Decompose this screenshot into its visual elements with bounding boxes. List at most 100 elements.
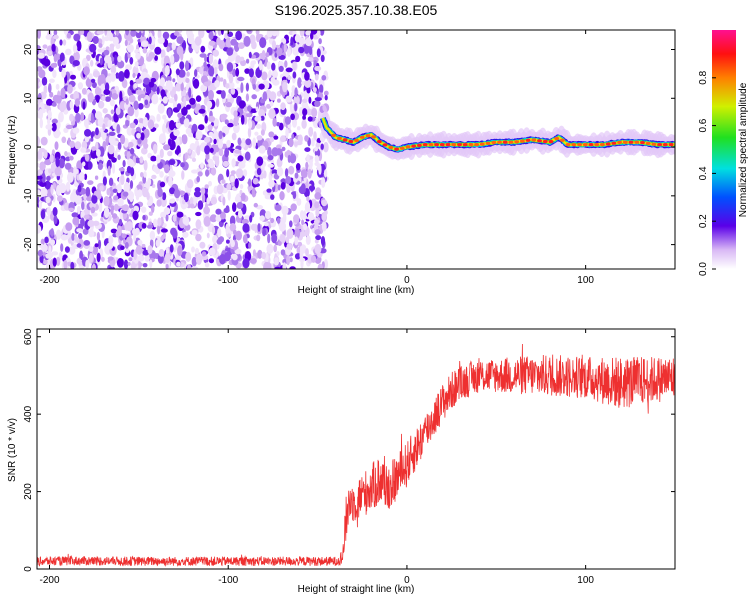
noise-speckle [147,119,155,130]
noise-speckle [116,123,121,134]
noise-speckle [259,37,267,49]
noise-speckle [267,146,272,157]
noise-speckle [297,134,303,144]
y-tick-label: 400 [23,405,34,422]
noise-speckle [321,199,328,207]
noise-speckle [159,171,164,178]
noise-speckle [237,155,244,162]
noise-speckle [191,169,199,174]
noise-speckle [272,117,277,127]
noise-speckle [292,44,300,56]
noise-speckle [276,166,284,177]
noise-speckle [133,205,140,213]
snr-panel: -200 -100 0 100 0 200 400 600 Height of straigh… [7,328,676,595]
noise-speckle [174,93,178,102]
noise-speckle [278,54,286,60]
noise-speckle [200,84,208,93]
noise-speckle [252,249,256,257]
noise-speckle [90,137,94,142]
noise-speckle [83,66,90,76]
noise-speckle [218,63,224,72]
noise-speckle [225,83,230,89]
noise-speckle [86,31,93,42]
colorbar-label: Normalized spectral amplitude [738,82,749,217]
noise-speckle [159,181,166,188]
noise-speckle [107,119,112,128]
noise-speckle [126,151,131,161]
x-tick-label: 0 [404,275,410,286]
noise-speckle [41,76,48,86]
noise-speckle [165,80,173,91]
noise-speckle [215,208,222,215]
noise-speckle [190,266,199,269]
noise-speckle [142,214,146,221]
noise-speckle [42,44,48,49]
noise-speckle [176,36,184,44]
noise-speckle [148,81,155,88]
noise-speckle [273,135,279,140]
noise-speckle [144,99,149,106]
noise-speckle [168,138,172,146]
trace-peak [451,143,457,147]
noise-speckle [80,217,85,227]
noise-speckle [189,97,196,105]
noise-speckle [164,252,171,263]
snr-series-line [37,343,675,567]
noise-speckle [125,119,130,127]
noise-speckle [230,87,236,95]
noise-speckle [125,64,132,71]
noise-speckle [266,243,274,254]
noise-speckle [38,200,42,210]
noise-speckle [65,181,71,192]
noise-speckle [189,57,194,66]
noise-speckle [96,192,102,200]
noise-speckle [44,236,49,244]
noise-speckle [94,86,102,97]
noise-speckle [304,78,312,88]
noise-speckle [262,190,268,196]
noise-speckle [282,81,288,93]
noise-speckle [286,228,294,239]
noise-speckle [39,118,43,129]
noise-speckle [194,247,200,255]
noise-speckle [285,127,289,139]
noise-speckle [111,156,117,163]
noise-speckle [289,220,293,228]
noise-speckle [260,98,266,104]
noise-speckle [258,109,265,118]
noise-speckle [201,251,207,257]
noise-speckle [242,223,250,233]
noise-speckle [316,48,321,58]
noise-speckle [280,135,286,143]
noise-speckle [51,118,58,124]
noise-speckle [237,137,242,146]
trace-peak [651,142,657,146]
noise-speckle [126,165,132,174]
noise-speckle [92,220,100,226]
noise-speckle [251,187,256,198]
noise-speckle [199,241,206,249]
noise-speckle [321,177,326,188]
noise-speckle [181,170,185,180]
noise-speckle [297,77,302,89]
noise-speckle [168,120,175,131]
noise-speckle [226,239,230,244]
noise-speckle [146,224,154,229]
noise-speckle [129,180,134,189]
y-tick-label: 0 [23,144,34,150]
noise-speckle [198,108,206,114]
noise-speckle [127,261,131,266]
noise-speckle [324,95,328,101]
noise-speckle [102,108,108,114]
noise-speckle [264,210,272,220]
noise-speckle [288,137,294,148]
noise-speckle [91,195,98,204]
y-tick-label: -10 [23,188,34,203]
noise-speckle [186,104,191,110]
noise-speckle [117,197,124,207]
noise-speckle [248,51,252,59]
noise-speckle [119,90,123,102]
noise-speckle [140,172,144,178]
noise-speckle [308,185,316,192]
noise-speckle [112,163,116,174]
